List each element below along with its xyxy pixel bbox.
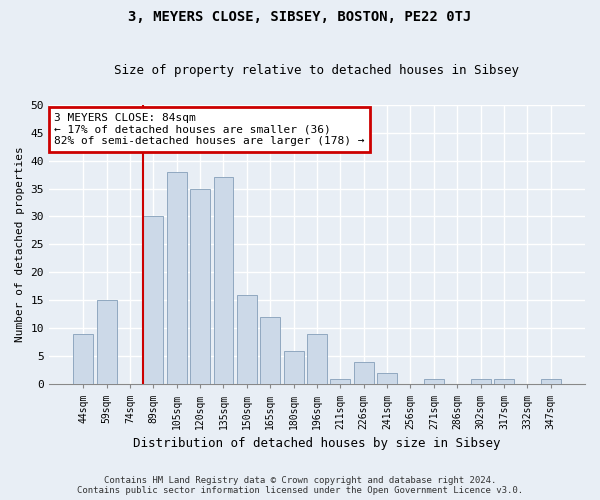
Bar	[97, 300, 116, 384]
Bar	[143, 216, 163, 384]
Bar	[190, 188, 210, 384]
Bar	[73, 334, 93, 384]
Bar	[237, 295, 257, 384]
Bar	[377, 373, 397, 384]
Bar	[470, 379, 491, 384]
Bar	[260, 317, 280, 384]
Bar	[424, 379, 444, 384]
Bar	[167, 172, 187, 384]
Bar	[541, 379, 560, 384]
Bar	[494, 379, 514, 384]
Text: Contains HM Land Registry data © Crown copyright and database right 2024.
Contai: Contains HM Land Registry data © Crown c…	[77, 476, 523, 495]
X-axis label: Distribution of detached houses by size in Sibsey: Distribution of detached houses by size …	[133, 437, 501, 450]
Y-axis label: Number of detached properties: Number of detached properties	[15, 146, 25, 342]
Text: 3 MEYERS CLOSE: 84sqm
← 17% of detached houses are smaller (36)
82% of semi-deta: 3 MEYERS CLOSE: 84sqm ← 17% of detached …	[54, 113, 365, 146]
Title: Size of property relative to detached houses in Sibsey: Size of property relative to detached ho…	[115, 64, 520, 77]
Bar	[307, 334, 327, 384]
Bar	[284, 351, 304, 384]
Bar	[354, 362, 374, 384]
Bar	[331, 379, 350, 384]
Text: 3, MEYERS CLOSE, SIBSEY, BOSTON, PE22 0TJ: 3, MEYERS CLOSE, SIBSEY, BOSTON, PE22 0T…	[128, 10, 472, 24]
Bar	[214, 178, 233, 384]
